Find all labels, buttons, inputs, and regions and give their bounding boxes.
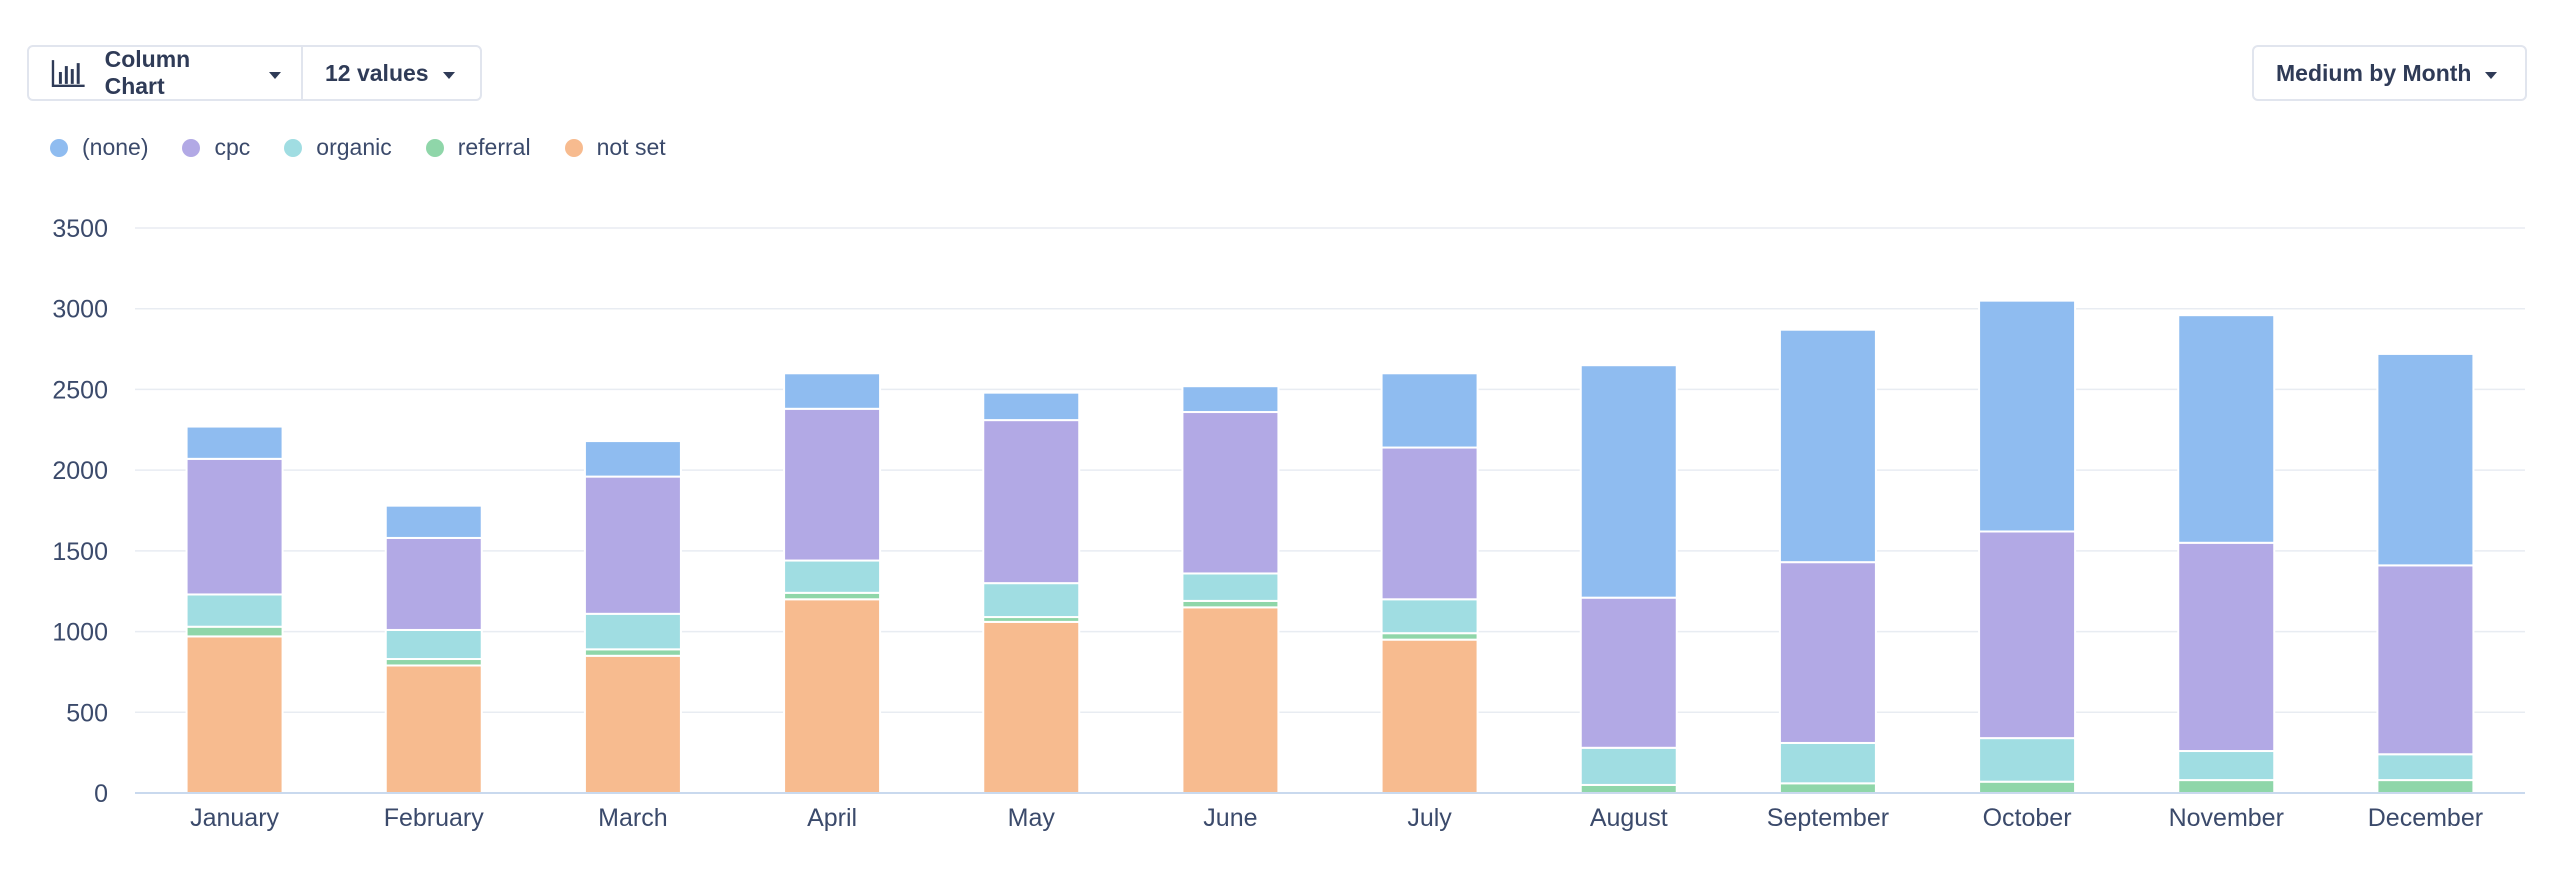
bar-segment xyxy=(185,593,284,628)
x-tick-label: October xyxy=(1983,804,2072,832)
bar-segment xyxy=(1978,780,2077,795)
bar-segment xyxy=(1978,737,2077,783)
legend-swatch xyxy=(284,138,303,157)
bar-segment xyxy=(1181,572,1280,602)
chevron-down-icon xyxy=(2485,71,2498,79)
bar-segment xyxy=(1579,783,1678,795)
chart-toolbar: Column Chart 12 values xyxy=(27,45,482,101)
bar-segment xyxy=(2376,564,2475,756)
bar-segment xyxy=(1978,530,2077,740)
x-tick-label: December xyxy=(2368,804,2483,832)
chart-type-dropdown[interactable]: Column Chart xyxy=(27,45,303,101)
bar-segment xyxy=(2376,753,2475,782)
bar-segment xyxy=(384,504,483,539)
legend-item[interactable]: referral xyxy=(425,134,531,161)
bar-segment xyxy=(783,372,882,410)
bar-segment xyxy=(2177,314,2276,544)
bar-segment xyxy=(2376,352,2475,567)
legend-swatch xyxy=(564,138,583,157)
bar-segment xyxy=(982,391,1081,422)
chart-legend: (none) cpc organic referral not set xyxy=(50,134,700,161)
bar-segment xyxy=(1778,328,1877,564)
bar-segment xyxy=(1978,299,2077,533)
bar-segment xyxy=(1579,364,1678,599)
bar-segment xyxy=(1181,606,1280,794)
bar-segment xyxy=(1181,411,1280,575)
chevron-down-icon xyxy=(442,71,455,79)
y-tick-label: 500 xyxy=(66,699,108,727)
legend-swatch xyxy=(50,138,68,157)
x-tick-label: April xyxy=(807,804,857,832)
bar-chart-icon xyxy=(51,60,85,88)
bar-segment xyxy=(583,612,682,651)
bar-segment xyxy=(1579,746,1678,786)
x-tick-label: January xyxy=(190,804,279,832)
legend-item[interactable]: cpc xyxy=(182,134,250,161)
legend-label: organic xyxy=(316,134,392,160)
bar-segment xyxy=(185,457,284,596)
legend-swatch xyxy=(182,138,201,157)
bar-segment xyxy=(1380,446,1479,601)
x-tick-label: November xyxy=(2169,804,2284,832)
grouping-label: Medium by Month xyxy=(2276,59,2472,86)
bar-segment xyxy=(384,664,483,795)
bar-segment xyxy=(1380,638,1479,795)
legend-label: referral xyxy=(457,134,531,160)
bar-segment xyxy=(2177,779,2276,794)
bar-segment xyxy=(982,419,1081,585)
x-tick-label: July xyxy=(1407,804,1452,832)
x-tick-label: September xyxy=(1767,804,1889,832)
legend-label: (none) xyxy=(82,134,149,160)
x-tick-label: February xyxy=(384,804,485,832)
x-tick-label: March xyxy=(598,804,667,832)
legend-item[interactable]: not set xyxy=(564,134,666,161)
bar-segment xyxy=(2177,541,2276,753)
bar-segment xyxy=(185,625,284,638)
grouping-dropdown[interactable]: Medium by Month xyxy=(2252,45,2527,101)
chevron-down-icon xyxy=(269,71,281,79)
bar-segment xyxy=(1579,596,1678,749)
bar-segment xyxy=(185,635,284,795)
values-dropdown[interactable]: 12 values xyxy=(301,45,482,101)
y-tick-label: 2000 xyxy=(52,457,108,485)
bar-segment xyxy=(1778,561,1877,744)
legend-label: cpc xyxy=(214,134,251,160)
bar-segment xyxy=(1181,385,1280,414)
bar-segment xyxy=(982,620,1081,795)
bar-segment xyxy=(2177,750,2276,782)
bar-segment xyxy=(1778,741,1877,785)
y-tick-label: 1000 xyxy=(52,619,108,647)
y-tick-label: 0 xyxy=(94,780,108,808)
bar-segment xyxy=(1778,782,1877,794)
bar-segment xyxy=(185,425,284,460)
bar-segment xyxy=(583,654,682,794)
values-label: 12 values xyxy=(325,59,429,86)
legend-item[interactable]: organic xyxy=(284,134,392,161)
y-tick-label: 1500 xyxy=(52,538,108,566)
y-tick-label: 3000 xyxy=(52,296,108,324)
legend-item[interactable]: (none) xyxy=(50,134,148,161)
y-tick-label: 3500 xyxy=(52,215,108,243)
x-tick-label: May xyxy=(1008,804,1056,832)
x-tick-label: June xyxy=(1203,804,1257,832)
bar-segment xyxy=(982,582,1081,619)
legend-label: not set xyxy=(596,134,666,160)
bar-segment xyxy=(384,536,483,631)
bar-segment xyxy=(1380,372,1479,449)
chart-type-label: Column Chart xyxy=(104,46,191,99)
bar-segment xyxy=(384,628,483,661)
legend-swatch xyxy=(425,138,444,157)
y-tick-label: 2500 xyxy=(52,376,108,404)
bar-segment xyxy=(783,407,882,562)
bar-segment xyxy=(583,440,682,478)
bar-segment xyxy=(1380,598,1479,635)
bar-segment xyxy=(783,559,882,594)
bar-segment xyxy=(783,598,882,794)
bar-segment xyxy=(583,475,682,615)
bar-segment xyxy=(2376,779,2475,794)
x-tick-label: August xyxy=(1590,804,1668,832)
